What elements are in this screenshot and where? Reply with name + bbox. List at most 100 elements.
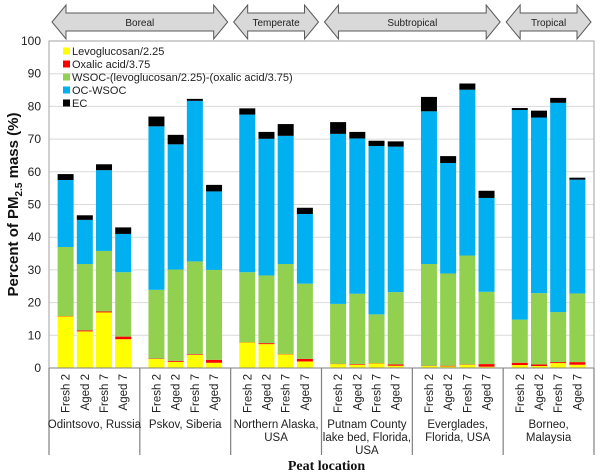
bar-segment-oxalic-acid-3-75 (511, 362, 528, 366)
group-label: Everglades, (427, 419, 488, 431)
category-label: Aged 7 (391, 374, 403, 410)
bar-segment-ec (167, 134, 184, 145)
bar-segment-wsoc-levoglucosan-2-25-oxalic-acid-3-75 (530, 293, 547, 365)
bar-segment-oxalic-acid-3-75 (96, 311, 113, 313)
climate-zone-arrow (51, 3, 229, 41)
bar-segment-oc-wsoc (115, 233, 132, 273)
bars (57, 83, 586, 368)
legend-label: EC (72, 98, 87, 110)
category-label: Fresh 7 (99, 374, 111, 413)
category-label: Fresh 2 (61, 374, 73, 413)
bar-segment-ec (186, 98, 203, 101)
climate-zone-arrows: Boreal Temperate Subtropical Tropical (51, 3, 592, 41)
climate-zone-arrow (233, 3, 320, 41)
bar-segment-ec (478, 190, 495, 198)
bar-segment-ec (511, 108, 528, 110)
bar-segment-oc-wsoc (459, 89, 476, 256)
bar-segment-levoglucosan-2-25 (330, 364, 347, 368)
bar-segment-oxalic-acid-3-75 (440, 365, 457, 367)
bar-segment-oc-wsoc (96, 170, 113, 251)
bar-segment-levoglucosan-2-25 (76, 331, 93, 368)
category-label: Fresh 2 (515, 374, 527, 413)
bar-segment-levoglucosan-2-25 (530, 366, 547, 368)
y-axis-label-suffix: mass (%) (5, 113, 22, 183)
bar-segment-ec (76, 215, 93, 220)
bar-segment-levoglucosan-2-25 (206, 362, 223, 368)
bar-segment-oxalic-acid-3-75 (167, 360, 184, 362)
bar-segment-oxalic-acid-3-75 (530, 364, 547, 367)
bar-segment-levoglucosan-2-25 (96, 312, 113, 368)
climate-zone-label: Tropical (531, 18, 566, 29)
bar-segment-oc-wsoc (277, 135, 294, 265)
bar-segment-oc-wsoc (330, 133, 347, 304)
bar-segment-oxalic-acid-3-75 (569, 362, 586, 365)
y-tick-label: 50 (28, 198, 42, 212)
bar-segment-levoglucosan-2-25 (277, 354, 294, 368)
bar-segment-ec (57, 174, 74, 180)
bar-segment-levoglucosan-2-25 (167, 361, 184, 368)
bar-segment-ec (349, 131, 366, 139)
group-label: USA (355, 445, 379, 457)
bar-segment-levoglucosan-2-25 (57, 316, 74, 368)
category-label: Aged 7 (300, 374, 312, 410)
bar-segment-oc-wsoc (387, 146, 404, 293)
legend-label: Levoglucosan/2.25 (72, 46, 164, 58)
bar-segment-oc-wsoc (239, 114, 256, 273)
climate-zone-arrow (505, 3, 592, 41)
y-tick-label: 90 (28, 67, 42, 81)
bar-segment-oxalic-acid-3-75 (115, 336, 132, 340)
group-label: lake bed, Florida, (323, 432, 411, 444)
bar-segment-oc-wsoc (511, 109, 528, 320)
bar-segment-ec (387, 141, 404, 147)
legend-label: OC-WSOC (72, 85, 126, 97)
bar-segment-oc-wsoc (349, 138, 366, 294)
bar-segment-wsoc-levoglucosan-2-25-oxalic-acid-3-75 (96, 250, 113, 312)
bar-segment-ec (368, 140, 385, 146)
legend-label: Oxalic acid/3.75 (72, 59, 150, 71)
climate-zone-arrow (323, 3, 501, 41)
bar-segment-levoglucosan-2-25 (239, 342, 256, 368)
category-label: Fresh 7 (190, 374, 202, 413)
bar-segment-wsoc-levoglucosan-2-25-oxalic-acid-3-75 (296, 283, 313, 359)
group-label: Putnam County (327, 419, 407, 431)
bar-segment-ec (148, 116, 165, 127)
bar-segment-oxalic-acid-3-75 (478, 364, 495, 367)
group-label: Pskov, Siberia (149, 419, 222, 431)
bar-segment-levoglucosan-2-25 (258, 344, 275, 368)
bar-segment-ec (115, 227, 132, 234)
y-tick-label: 20 (28, 296, 42, 310)
bar-segment-ec (277, 124, 294, 136)
bar-segment-ec (550, 97, 567, 103)
bar-segment-levoglucosan-2-25 (440, 366, 457, 368)
category-label: Aged 7 (209, 374, 221, 410)
y-tick-label: 60 (28, 165, 42, 179)
bar-segment-levoglucosan-2-25 (296, 361, 313, 368)
bar-segment-wsoc-levoglucosan-2-25-oxalic-acid-3-75 (368, 314, 385, 364)
y-tick-label: 10 (28, 328, 42, 342)
bar-segment-wsoc-levoglucosan-2-25-oxalic-acid-3-75 (186, 261, 203, 355)
bar-segment-wsoc-levoglucosan-2-25-oxalic-acid-3-75 (206, 269, 223, 360)
category-label: Aged 2 (443, 374, 455, 410)
bar-segment-levoglucosan-2-25 (459, 364, 476, 368)
category-label: Aged 7 (118, 374, 130, 410)
bar-segment-oc-wsoc (57, 179, 74, 248)
x-axis: Fresh 2 Aged 2 Fresh 7 Aged 7 Fresh 2 Aged 2 F… (48, 367, 595, 457)
category-label: Aged 2 (534, 374, 546, 410)
category-label: Aged 2 (80, 374, 92, 410)
climate-zone-label: Boreal (125, 18, 154, 29)
bar-segment-levoglucosan-2-25 (115, 339, 132, 368)
y-tick-label: 80 (28, 99, 42, 113)
group-label: Odintsovo, Russia (48, 419, 142, 431)
bar-segment-ec (459, 83, 476, 90)
bar-segment-wsoc-levoglucosan-2-25-oxalic-acid-3-75 (76, 264, 93, 331)
category-label: Fresh 2 (151, 374, 163, 413)
y-tick-label: 70 (28, 132, 42, 146)
bar-segment-oc-wsoc (186, 100, 203, 262)
category-label: Fresh 7 (281, 374, 293, 413)
bar-segment-wsoc-levoglucosan-2-25-oxalic-acid-3-75 (511, 319, 528, 363)
bar-segment-wsoc-levoglucosan-2-25-oxalic-acid-3-75 (57, 247, 74, 317)
legend-swatch (63, 73, 70, 81)
bar-segment-ec (420, 96, 437, 112)
